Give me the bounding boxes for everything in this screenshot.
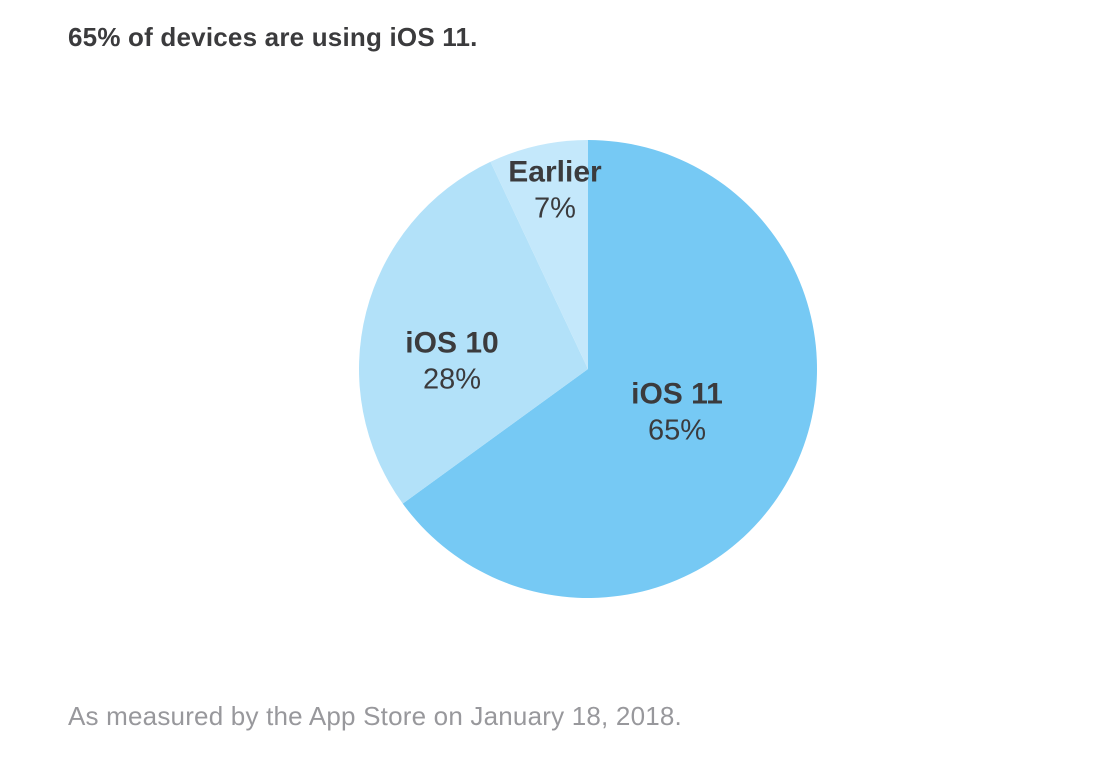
slice-value-ios11: 65% <box>647 414 707 447</box>
slice-label-ios11: iOS 11 65% <box>631 376 723 449</box>
slice-value-earlier: 7% <box>534 192 576 225</box>
source-note: As measured by the App Store on January … <box>68 701 682 731</box>
slice-name-ios11: iOS 11 <box>631 377 723 411</box>
pie-slice-earlier <box>490 140 588 369</box>
slice-name-ios10: iOS 10 <box>405 326 499 360</box>
slice-value-ios10: 28% <box>422 363 482 396</box>
slice-label-ios10: iOS 10 28% <box>405 325 498 398</box>
slice-label-earlier: Earlier 7% <box>508 154 601 227</box>
pie-slice-ios11 <box>402 140 818 598</box>
slice-name-earlier: Earlier <box>508 155 602 189</box>
pie-slice-ios10 <box>359 161 588 504</box>
pie-slices <box>359 140 818 598</box>
chart-title: 65% of devices are using iOS 11. <box>68 22 478 52</box>
